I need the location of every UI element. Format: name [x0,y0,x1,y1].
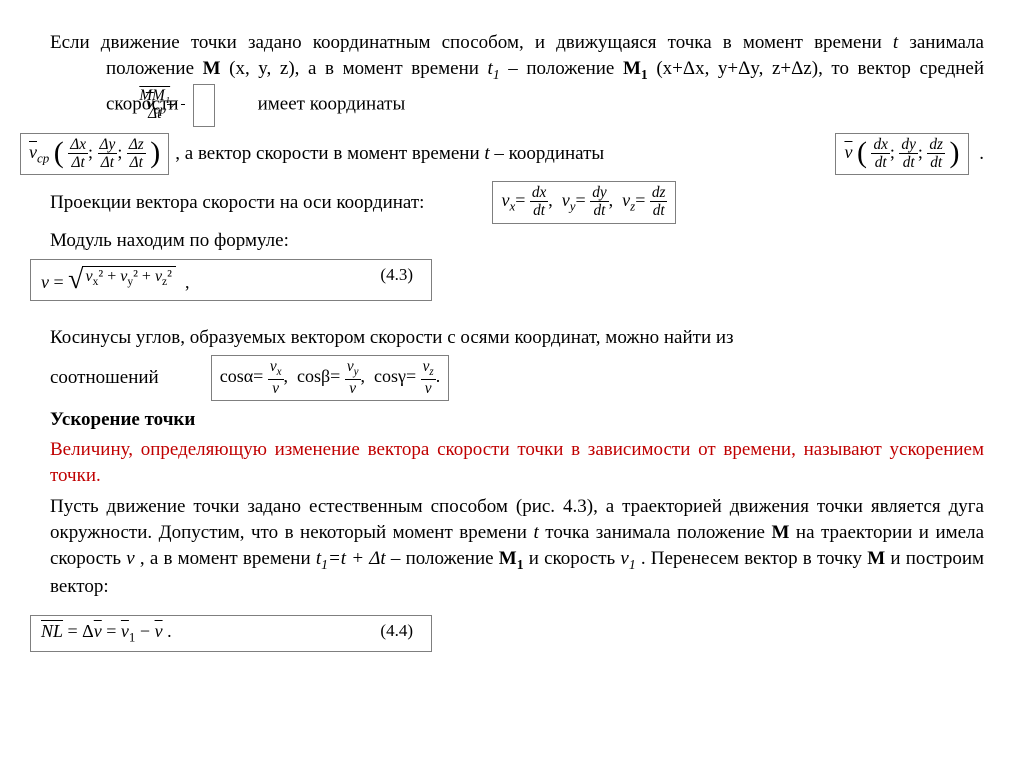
eq-number: (4.4) [380,622,413,639]
text: имеет координаты [258,94,406,115]
point-M: M [203,58,221,79]
row-projections: Проекции вектора скорости на оси координ… [50,181,984,224]
eq-number: (4.3) [380,266,413,283]
formula-vcp-def: vcp= MM₁ Δt [193,84,215,127]
sub-1b: 1 [641,66,648,81]
text: (x, y, z), а в момент времени [229,58,487,79]
text: , а вектор скорости в момент времени t –… [175,143,829,165]
formula-projections: vx= dxdt, vy= dydt, vz= dzdt [492,181,676,224]
var-t: t [893,32,898,53]
formula-v-coords: v ( dxdt; dydt; dzdt ) [835,133,968,176]
row-coords: vcp ( ΔxΔt; ΔyΔt; ΔzΔt ) , а вектор скор… [50,133,984,176]
text-modulus: Модуль находим по формуле: [50,228,984,254]
paragraph-natural: Пусть движение точки задано естественным… [50,494,984,599]
row-cos2: соотношений cosα= vxv, cosβ= vyv, cosγ= … [50,355,984,401]
row-cos: Косинусы углов, образуемых вектором скор… [50,325,984,351]
formula-modulus: v = √ vx² + vy² + vz² , (4.3) [30,259,432,301]
paragraph-intro: Если движение точки задано координатным … [50,30,984,127]
sub-1: 1 [493,66,500,81]
definition-acceleration: Величину, определяющую изменение вектора… [50,437,984,488]
formula-delta-v: NL = Δv = v1 − v . (4.4) [30,615,432,652]
point-M1: M [623,58,641,79]
lhs: NL [41,621,63,641]
text: Если движение точки задано координатным … [50,32,893,53]
heading-acceleration: Ускорение точки [50,407,984,433]
num: MM₁ [181,88,185,105]
text: – положение [508,58,623,79]
rhs-frac: MM₁ Δt [181,88,185,122]
formula-cos: cosα= vxv, cosβ= vyv, cosγ= vzv. [211,355,449,401]
den: Δt [181,105,185,121]
formula-vcp-coords: vcp ( ΔxΔt; ΔyΔt; ΔzΔt ) [20,133,169,176]
text-proj: Проекции вектора скорости на оси координ… [50,190,424,216]
page-body: Если движение точки задано координатным … [0,0,1024,652]
